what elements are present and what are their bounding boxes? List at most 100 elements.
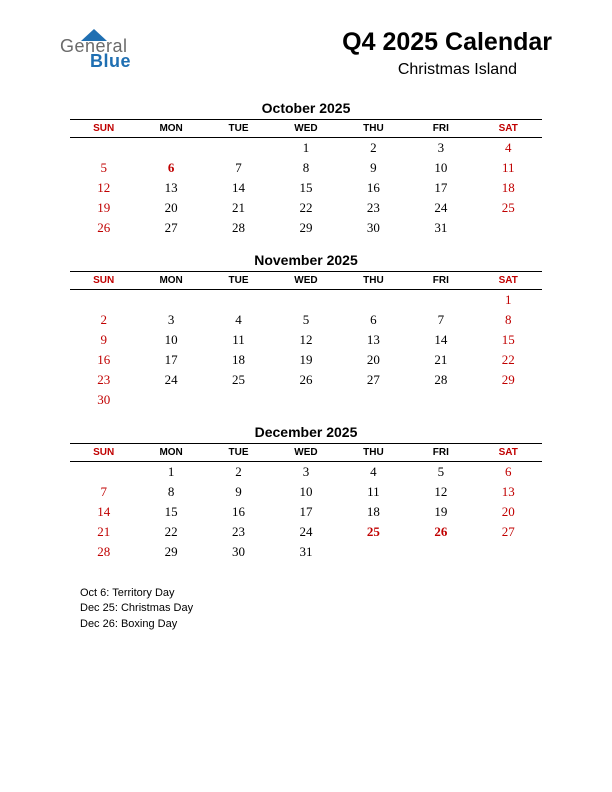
date-cell: [340, 290, 407, 311]
date-cell: 16: [205, 502, 272, 522]
date-cell: 3: [272, 462, 339, 483]
month-block: December 2025SUNMONTUEWEDTHUFRISAT123456…: [70, 424, 542, 562]
date-cell: 24: [407, 198, 474, 218]
holiday-item: Dec 26: Boxing Day: [80, 617, 612, 632]
date-cell: 9: [70, 330, 137, 350]
calendar-table: SUNMONTUEWEDTHUFRISAT1234567891011121314…: [70, 119, 542, 238]
date-cell: 24: [137, 370, 204, 390]
date-cell: 2: [205, 462, 272, 483]
date-cell: 1: [475, 290, 542, 311]
date-cell: 11: [475, 158, 542, 178]
date-cell: 30: [70, 390, 137, 410]
date-cell: 7: [407, 310, 474, 330]
day-header: THU: [340, 272, 407, 290]
date-cell: [407, 290, 474, 311]
date-cell: 28: [205, 218, 272, 238]
date-cell: 27: [137, 218, 204, 238]
date-cell: 29: [137, 542, 204, 562]
date-cell: 15: [272, 178, 339, 198]
date-cell: [272, 290, 339, 311]
day-header: TUE: [205, 120, 272, 138]
day-header: FRI: [407, 120, 474, 138]
date-cell: 1: [137, 462, 204, 483]
date-cell: [70, 462, 137, 483]
date-cell: [407, 542, 474, 562]
date-cell: 8: [272, 158, 339, 178]
date-cell: 11: [340, 482, 407, 502]
date-cell: 13: [137, 178, 204, 198]
day-header: MON: [137, 272, 204, 290]
date-cell: 26: [407, 522, 474, 542]
date-cell: 26: [70, 218, 137, 238]
logo-triangle-icon: [81, 25, 107, 46]
date-cell: 17: [137, 350, 204, 370]
logo: General Blue: [60, 36, 154, 78]
date-cell: 20: [137, 198, 204, 218]
date-cell: 22: [475, 350, 542, 370]
day-header: THU: [340, 120, 407, 138]
date-cell: 28: [407, 370, 474, 390]
header: General Blue Q4 2025 Calendar Christmas …: [0, 0, 612, 90]
date-cell: [340, 542, 407, 562]
date-cell: 27: [475, 522, 542, 542]
day-header: MON: [137, 444, 204, 462]
date-cell: 29: [475, 370, 542, 390]
date-cell: 17: [272, 502, 339, 522]
calendar-table: SUNMONTUEWEDTHUFRISAT1234567891011121314…: [70, 271, 542, 410]
calendar-table: SUNMONTUEWEDTHUFRISAT1234567891011121314…: [70, 443, 542, 562]
date-cell: 20: [340, 350, 407, 370]
date-cell: 16: [70, 350, 137, 370]
date-cell: 8: [137, 482, 204, 502]
date-cell: 26: [272, 370, 339, 390]
date-cell: 12: [272, 330, 339, 350]
holiday-item: Oct 6: Territory Day: [80, 586, 612, 601]
day-header: SAT: [475, 120, 542, 138]
date-cell: 10: [272, 482, 339, 502]
date-cell: 18: [340, 502, 407, 522]
day-header: SAT: [475, 444, 542, 462]
date-cell: 27: [340, 370, 407, 390]
date-cell: 16: [340, 178, 407, 198]
date-cell: [407, 390, 474, 410]
date-cell: 9: [340, 158, 407, 178]
date-cell: 3: [407, 138, 474, 159]
month-title: October 2025: [70, 100, 542, 116]
date-cell: 2: [70, 310, 137, 330]
date-cell: 24: [272, 522, 339, 542]
holiday-item: Dec 25: Christmas Day: [80, 601, 612, 616]
day-header: FRI: [407, 444, 474, 462]
day-header: SUN: [70, 272, 137, 290]
date-cell: 4: [475, 138, 542, 159]
date-cell: 31: [407, 218, 474, 238]
date-cell: [475, 218, 542, 238]
day-header: MON: [137, 120, 204, 138]
day-header: WED: [272, 444, 339, 462]
date-cell: [137, 390, 204, 410]
day-header: FRI: [407, 272, 474, 290]
date-cell: 5: [70, 158, 137, 178]
date-cell: 17: [407, 178, 474, 198]
date-cell: 15: [475, 330, 542, 350]
date-cell: 6: [340, 310, 407, 330]
logo-blue-text: Blue: [90, 51, 131, 71]
date-cell: 21: [70, 522, 137, 542]
day-header: SUN: [70, 120, 137, 138]
date-cell: [340, 390, 407, 410]
date-cell: [70, 138, 137, 159]
date-cell: 9: [205, 482, 272, 502]
day-header: SUN: [70, 444, 137, 462]
date-cell: 10: [137, 330, 204, 350]
date-cell: 30: [340, 218, 407, 238]
date-cell: 14: [70, 502, 137, 522]
date-cell: 22: [272, 198, 339, 218]
month-title: December 2025: [70, 424, 542, 440]
day-header: THU: [340, 444, 407, 462]
date-cell: 14: [205, 178, 272, 198]
month-block: October 2025SUNMONTUEWEDTHUFRISAT1234567…: [70, 100, 542, 238]
date-cell: [205, 290, 272, 311]
date-cell: 23: [340, 198, 407, 218]
date-cell: [70, 290, 137, 311]
date-cell: 21: [407, 350, 474, 370]
date-cell: [475, 390, 542, 410]
date-cell: 14: [407, 330, 474, 350]
